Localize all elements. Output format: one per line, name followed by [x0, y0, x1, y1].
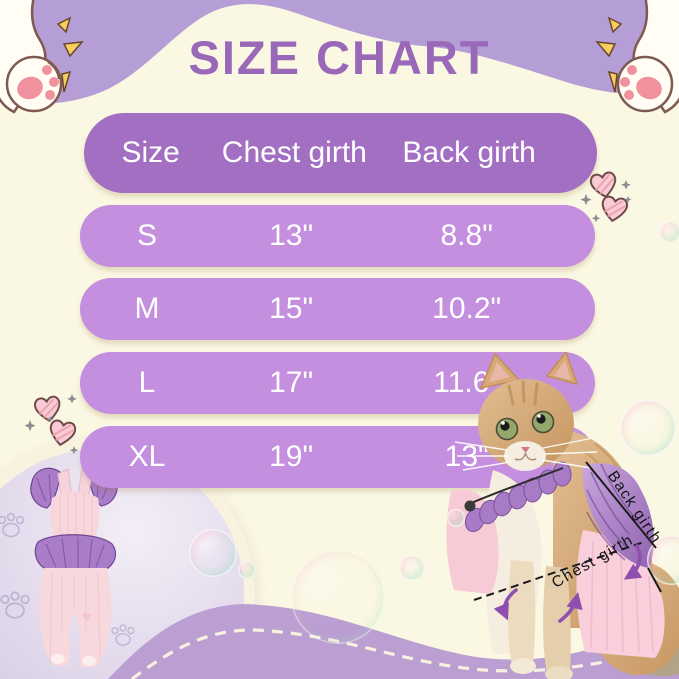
chest-girth-value: 17": [269, 366, 314, 399]
bubble: [189, 529, 237, 577]
cat-paw-icon: [0, 0, 84, 114]
hearts-decoration-icon: [24, 394, 79, 454]
bubble: [291, 550, 385, 644]
table-row: M 15" 10.2": [80, 278, 595, 340]
header-back-girth: Back girth: [402, 136, 536, 169]
bubble: [620, 400, 676, 456]
size-value: S: [136, 219, 157, 252]
bubble: [399, 555, 425, 581]
chest-girth-value: 13": [269, 219, 314, 252]
bubble: [447, 509, 465, 527]
header-chest-girth: Chest girth: [221, 136, 367, 169]
size-value: L: [138, 366, 156, 399]
hearts-decoration-icon: [580, 171, 632, 223]
chest-girth-value: 15": [269, 292, 314, 325]
chest-girth-value: 19": [269, 440, 314, 473]
back-girth-value: 10.2": [432, 292, 502, 325]
size-value: XL: [128, 440, 166, 473]
page-title: SIZE CHART: [188, 31, 491, 84]
size-value: M: [134, 292, 160, 325]
paw-print-watermark-icon: [0, 512, 25, 538]
paw-print-watermark-icon: [0, 591, 30, 619]
table-row: S 13" 8.8": [80, 205, 595, 267]
bubble: [659, 221, 679, 243]
table-header-row: Size Chest girth Back girth: [84, 113, 597, 193]
back-girth-value: 8.8": [440, 219, 493, 252]
header-size: Size: [121, 136, 180, 169]
cat-paw-icon: [595, 0, 679, 114]
bubble: [238, 561, 256, 579]
top-wave-band: [0, 0, 679, 104]
garment-photo: [30, 465, 118, 667]
